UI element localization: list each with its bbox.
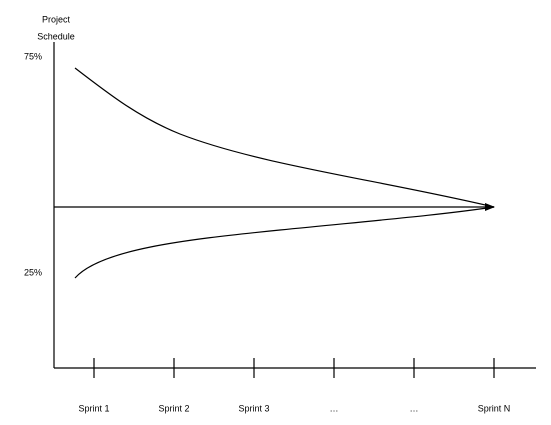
x-label: Sprint 3	[238, 403, 269, 413]
x-label: Sprint 1	[78, 403, 109, 413]
upper-curve	[74, 67, 495, 208]
x-label: …	[410, 403, 419, 413]
lower-curve	[74, 206, 495, 279]
x-label: …	[330, 403, 339, 413]
y-axis-title: Project	[42, 14, 71, 24]
y-label: 75%	[24, 51, 42, 61]
x-label: Sprint 2	[158, 403, 189, 413]
y-label: 25%	[24, 267, 42, 277]
ticks	[93, 358, 495, 378]
x-label: Sprint N	[478, 403, 511, 413]
y-axis-title: Schedule	[37, 31, 75, 41]
